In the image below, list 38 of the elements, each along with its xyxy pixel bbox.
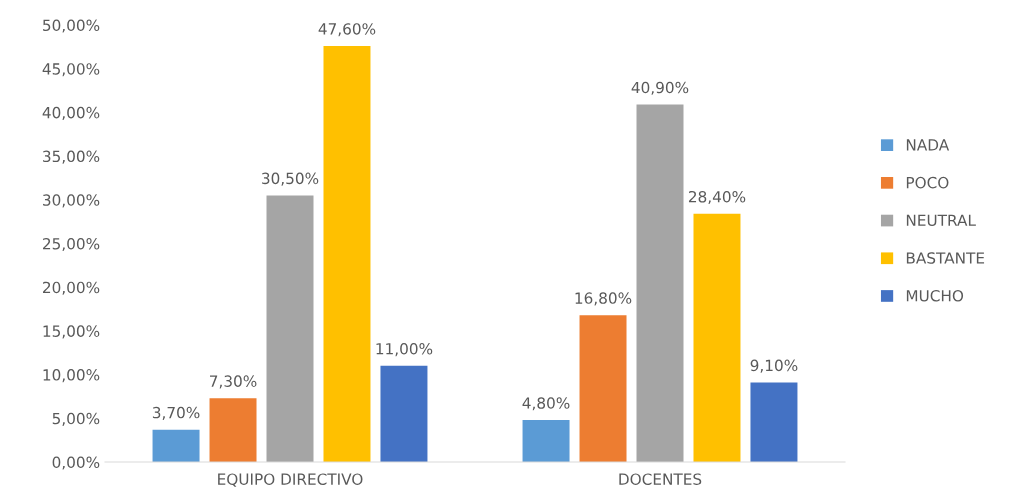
bar: [380, 365, 428, 462]
legend-label: POCO: [906, 176, 949, 189]
y-tick-label: 20,00%: [43, 281, 100, 295]
x-tick-label: EQUIPO DIRECTIVO: [218, 473, 363, 487]
legend-label: MUCHO: [906, 289, 964, 302]
data-label: 11,00%: [376, 343, 433, 357]
y-tick-label: 10,00%: [43, 369, 100, 383]
data-label: 30,50%: [262, 172, 319, 186]
data-label: 4,80%: [522, 397, 570, 411]
data-label: 3,70%: [152, 406, 200, 420]
y-tick-label: 40,00%: [42, 106, 100, 120]
bar: [266, 195, 314, 462]
bar: [323, 45, 371, 462]
legend-label: NEUTRAL: [906, 214, 976, 227]
legend-label: BASTANTE: [906, 252, 985, 264]
bar: [693, 213, 741, 462]
data-label: 47,60%: [318, 23, 376, 37]
bar: [522, 420, 570, 462]
y-tick-label: 15,00%: [43, 325, 100, 339]
data-label: 9,10%: [750, 359, 798, 373]
bar: [750, 382, 798, 462]
y-tick-label: 25,00%: [43, 237, 100, 252]
bar: [636, 104, 684, 462]
y-tick-label: 35,00%: [43, 150, 100, 164]
data-label: 28,40%: [688, 190, 746, 205]
bar: [209, 398, 257, 462]
y-tick-label: 45,00%: [42, 63, 100, 77]
bar: [152, 429, 200, 462]
data-label: 7,30%: [210, 375, 257, 389]
data-label: 40,90%: [631, 81, 689, 95]
y-tick-label: 5,00%: [52, 412, 100, 426]
data-label: 16,80%: [575, 292, 632, 306]
y-tick-label: 50,00%: [43, 19, 100, 33]
y-tick-label: 0,00%: [52, 456, 100, 470]
y-tick-label: 30,00%: [43, 194, 100, 208]
x-tick-label: DOCENTES: [619, 473, 702, 485]
bar: [579, 315, 627, 462]
legend-label: NADA: [906, 139, 950, 151]
